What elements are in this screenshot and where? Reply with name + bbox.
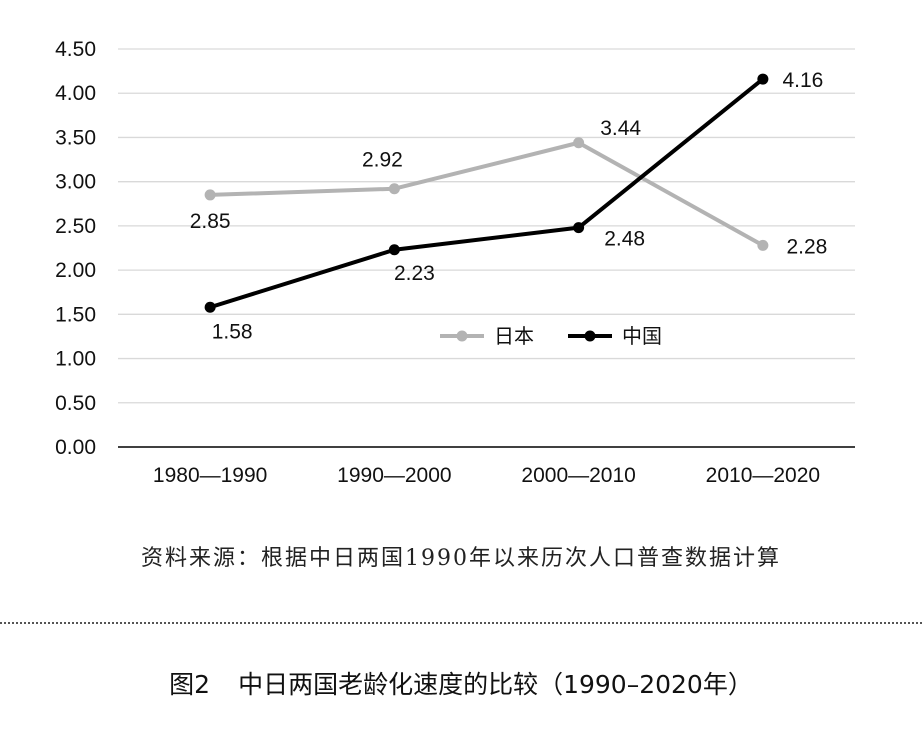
legend-label: 日本	[494, 324, 534, 348]
data-point	[388, 183, 400, 195]
y-tick-label: 3.50	[55, 126, 96, 149]
gridlines	[118, 48, 855, 404]
figure-title: 中日两国老龄化速度的比较（1990–2020年）	[238, 670, 753, 699]
series-line-1	[208, 77, 765, 310]
y-tick-label: 0.50	[55, 392, 96, 415]
source-note: 资料来源：根据中日两国1990年以来历次人口普查数据计算	[141, 546, 781, 571]
legend: 日本 中国	[440, 324, 662, 348]
data-point	[388, 244, 400, 256]
x-category-labels: 1980—1990 1990—2000 2000—2010 2010—2020	[153, 464, 820, 487]
y-tick-labels: 0.00 0.50 1.00 1.50 2.00 2.50 3.00 3.50 4.00 4.50	[55, 38, 96, 459]
data-point	[204, 301, 216, 313]
y-tick-label: 0.00	[55, 436, 96, 459]
data-point	[757, 239, 769, 251]
x-category-label: 2000—2010	[521, 464, 635, 487]
dotted-divider	[0, 622, 922, 624]
data-label: 2.85	[190, 210, 231, 233]
legend-item-1: 中国	[568, 324, 662, 348]
y-tick-label: 1.00	[55, 348, 96, 371]
y-tick-label: 4.50	[55, 38, 96, 61]
data-label: 2.48	[604, 228, 645, 251]
series-line-0	[208, 140, 765, 248]
legend-item-0: 日本	[440, 324, 534, 348]
data-label: 4.16	[782, 69, 823, 92]
legend-label: 中国	[622, 324, 662, 348]
data-label: 2.23	[394, 262, 435, 285]
data-point	[204, 189, 216, 201]
data-label: 2.28	[786, 235, 827, 258]
y-tick-label: 3.00	[55, 171, 96, 194]
x-category-label: 1990—2000	[337, 464, 451, 487]
series	[204, 73, 769, 313]
data-label: 1.58	[212, 320, 253, 343]
data-label: 2.92	[362, 149, 403, 172]
y-tick-label: 1.50	[55, 303, 96, 326]
figure-caption: 图2 中日两国老龄化速度的比较（1990–2020年）	[0, 665, 922, 701]
data-point	[757, 73, 769, 85]
line-chart: 0.00 0.50 1.00 1.50 2.00 2.50 3.00 3.50 4.00 4.50…	[55, 38, 855, 487]
data-labels: 2.85 2.92 3.44 2.28 1.58 2.23 2.48 4.16	[190, 69, 828, 343]
y-tick-label: 4.00	[55, 82, 96, 105]
x-category-label: 1980—1990	[153, 464, 267, 487]
figure-number: 图2	[169, 670, 211, 699]
y-tick-label: 2.50	[55, 215, 96, 238]
data-label: 3.44	[600, 117, 641, 140]
legend-swatch-marker	[456, 330, 468, 342]
data-point	[573, 137, 585, 149]
legend-swatch-marker	[584, 330, 596, 342]
y-tick-label: 2.00	[55, 259, 96, 282]
x-category-label: 2010—2020	[706, 464, 820, 487]
data-point	[573, 222, 585, 234]
